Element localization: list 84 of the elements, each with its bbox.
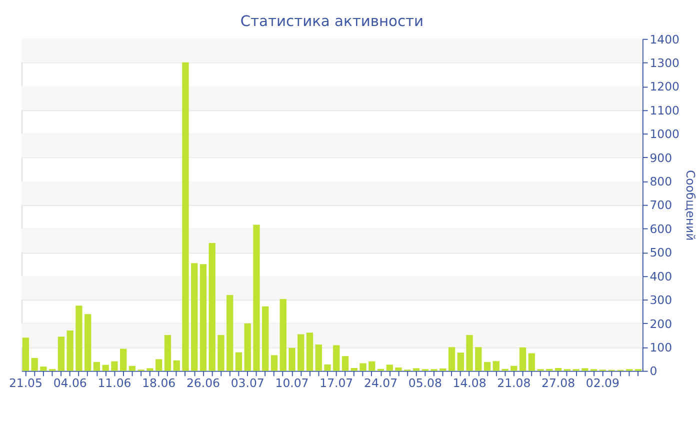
y-tick-label: 1100 [650,103,680,118]
x-tick-label: 05.08 [408,376,442,390]
x-tick-label: 27.08 [542,376,576,390]
bar [40,366,47,371]
bar [510,366,518,371]
bar [262,306,269,371]
bar [395,367,402,371]
chart-title: Статистика активности [240,13,424,30]
bar [298,334,304,371]
bar [492,361,500,371]
bar [466,335,473,371]
bar [208,243,216,371]
bar [440,368,446,371]
x-tick-label: 04.06 [53,376,87,390]
bar [324,364,331,371]
bar [58,336,65,371]
x-tick-label: 10.07 [275,376,309,390]
y-tick-label: 1000 [650,127,680,142]
y-tick-label: 300 [650,293,672,308]
bar [519,347,526,371]
y-tick-label: 200 [650,316,672,331]
x-tick-label: 02.09 [586,376,620,390]
bar [226,294,234,371]
bar [128,366,136,371]
y-tick-label: 700 [650,198,672,212]
bar [280,298,286,371]
x-tick-label: 14.08 [452,376,486,390]
bar [111,361,118,371]
y-tick-label: 1400 [650,32,680,46]
bar [31,358,38,371]
bar [244,323,251,371]
x-tick-label: 21.05 [8,376,42,390]
bar [102,364,109,371]
bar [368,361,376,371]
y-tick-label: 900 [650,150,672,165]
bar [200,264,207,371]
bar [76,306,82,371]
bar [218,335,224,371]
bar [554,368,562,371]
bar [93,362,100,371]
bar [120,348,127,371]
bar [253,224,260,371]
y-tick-label: 1200 [650,80,680,94]
bar [386,364,393,371]
bar [448,347,456,371]
bar [582,368,588,371]
bar [333,345,340,371]
y-tick-label: 1300 [650,56,680,70]
x-tick-label: 24.07 [364,376,398,390]
bar [182,62,189,371]
bar [270,355,278,371]
x-tick-label: 18.06 [142,376,176,390]
bar [457,352,464,371]
bar [315,344,322,371]
bar [164,335,172,371]
bar [342,356,349,371]
bar [484,362,491,371]
bar [22,338,30,371]
bar [288,348,296,371]
x-tick-label: 26.06 [186,376,220,390]
bar [360,363,366,371]
y-tick-label: 400 [650,269,672,284]
bar [191,263,198,371]
bar [146,368,154,371]
bar [350,368,358,371]
y-tick-label: 100 [650,340,672,354]
x-tick-label: 21.08 [497,376,531,390]
x-tick-label: 17.07 [320,376,354,390]
y-tick-label: 800 [650,174,672,189]
bar [412,368,420,371]
bar [84,314,92,371]
x-tick-label: 03.07 [230,376,264,390]
bar [306,332,314,371]
bar [235,352,242,371]
y-tick-label: 500 [650,246,672,260]
bar [475,347,482,371]
bar [156,359,162,371]
y-tick-label: 0 [650,364,658,378]
y-axis-title: Сообщений [683,170,698,241]
bar [173,360,180,371]
bar [66,330,74,371]
bar [528,353,535,371]
y-tick-label: 600 [650,222,672,236]
x-tick-label: 11.06 [98,376,132,390]
